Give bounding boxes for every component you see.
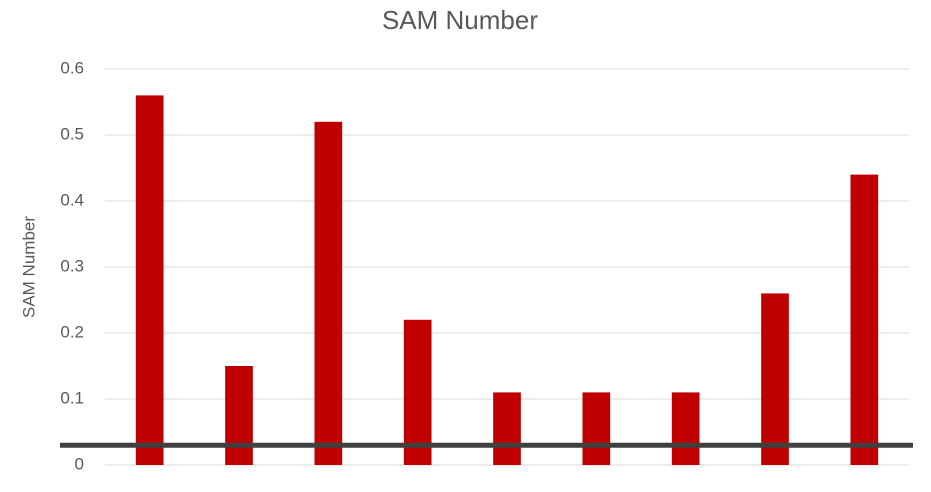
bar	[403, 319, 432, 465]
y-tick-label: 0.5	[60, 124, 84, 143]
y-tick-label: 0.4	[60, 190, 84, 209]
bar	[850, 174, 879, 465]
bar	[761, 293, 789, 465]
y-tick-label: 0.3	[60, 256, 84, 275]
y-axis-label: SAM Number	[19, 216, 38, 318]
bar	[314, 121, 343, 466]
y-tick-label: 0.2	[60, 322, 84, 341]
bar	[225, 366, 253, 465]
y-tick-label: 0	[75, 454, 84, 473]
chart-title: SAM Number	[382, 5, 538, 35]
bar	[582, 392, 611, 465]
bar	[135, 95, 164, 466]
y-tick-label: 0.1	[60, 388, 84, 407]
bar	[493, 392, 521, 465]
y-tick-label: 0.6	[60, 58, 84, 77]
bar	[671, 392, 700, 465]
